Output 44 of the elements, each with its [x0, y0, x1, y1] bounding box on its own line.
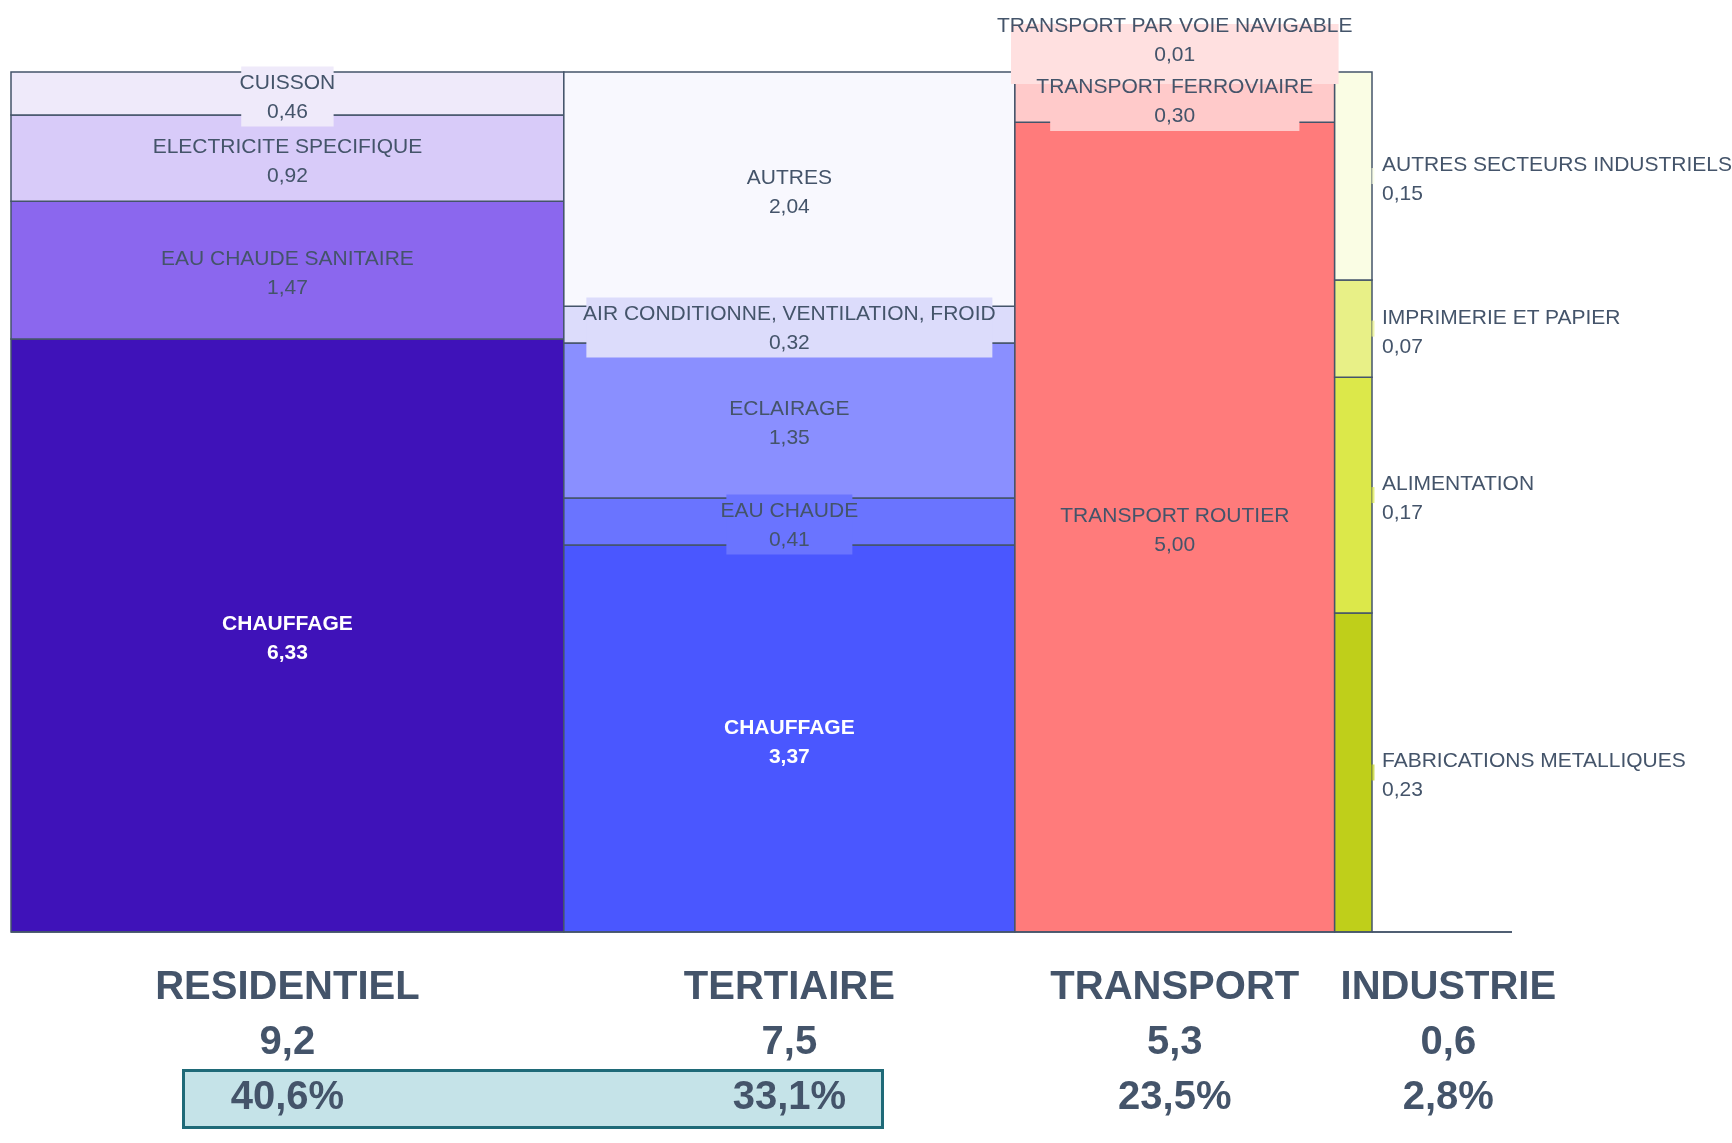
- data-label: 2,04: [768, 194, 811, 218]
- series-label: AIR CONDITIONNE, VENTILATION, FROID: [583, 300, 996, 324]
- data-label: 1,47: [266, 275, 308, 299]
- series-label: AUTRES: [746, 165, 832, 189]
- data-label: 0,41: [768, 526, 810, 550]
- legend-label: FABRICATIONS METALLIQUES: [1382, 748, 1686, 772]
- series-label: TRANSPORT PAR VOIE NAVIGABLE: [997, 13, 1353, 36]
- series-label: TRANSPORT ROUTIER: [1060, 503, 1290, 527]
- data-label: 5,00: [1154, 532, 1196, 556]
- series-label: CHAUFFAGE: [724, 714, 855, 738]
- series-label: EAU CHAUDE SANITAIRE: [161, 246, 414, 270]
- text: 7,5: [761, 1018, 818, 1062]
- data-label: 1,35: [768, 425, 810, 449]
- category-label: TERTIAIRE: [683, 963, 895, 1007]
- data-label: 0,92: [266, 163, 308, 187]
- text: 5,3: [1146, 1018, 1203, 1062]
- series-label: EAU CHAUDE: [720, 497, 859, 521]
- legend-label: ALIMENTATION: [1382, 471, 1535, 495]
- text: 0,6: [1420, 1018, 1477, 1062]
- legend-label: AUTRES SECTEURS INDUSTRIELS: [1382, 152, 1732, 176]
- data-label: 0,17: [1382, 500, 1423, 524]
- data-label: 0,30: [1154, 102, 1196, 126]
- data-label: 0,46: [266, 98, 308, 122]
- text: 33,1%: [732, 1073, 847, 1117]
- data-label: 0,23: [1382, 777, 1423, 801]
- series-label: TRANSPORT FERROVIAIRE: [1036, 73, 1314, 97]
- category-label: RESIDENTIEL: [155, 963, 420, 1007]
- data-label: 0,15: [1382, 181, 1423, 205]
- series-label: ECLAIRAGE: [729, 396, 850, 420]
- legend-label: IMPRIMERIE ET PAPIER: [1382, 304, 1621, 328]
- series-label: ELECTRICITE SPECIFIQUE: [152, 134, 423, 158]
- data-label: 6,33: [266, 640, 308, 664]
- data-label: 0,07: [1382, 333, 1423, 357]
- text: 2,8%: [1402, 1073, 1494, 1117]
- category-label: INDUSTRIE: [1340, 963, 1557, 1007]
- text: 40,6%: [230, 1073, 345, 1117]
- series-label: CHAUFFAGE: [222, 611, 353, 635]
- category-label: TRANSPORT: [1050, 963, 1300, 1007]
- data-label: 3,37: [768, 743, 810, 767]
- text: 9,2: [259, 1018, 316, 1062]
- series-label: CUISSON: [239, 69, 336, 93]
- text: 23,5%: [1118, 1073, 1232, 1117]
- data-label: 0,32: [768, 329, 810, 353]
- data-label: 0,01: [1154, 42, 1196, 65]
